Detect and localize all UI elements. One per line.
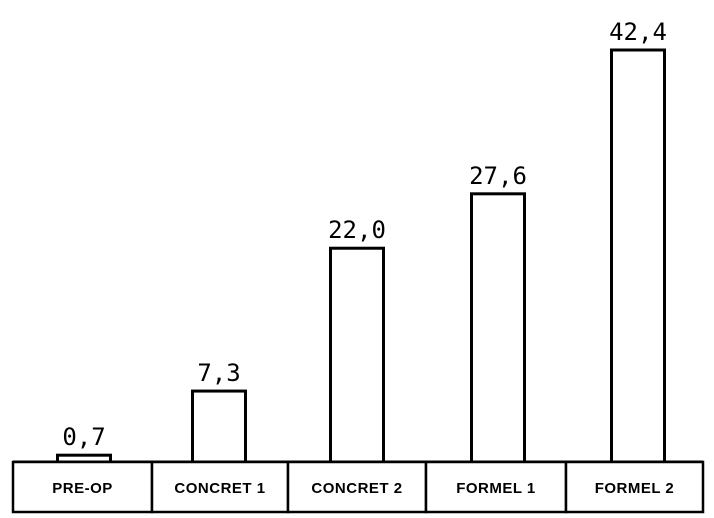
category-label-5: FORMEL 2 — [595, 480, 675, 497]
category-box-4 — [424, 460, 568, 514]
category-label-4: FORMEL 1 — [456, 480, 536, 497]
bars-group — [56, 48, 666, 464]
category-label-2: CONCRET 1 — [174, 480, 265, 497]
value-labels-group: 0,7 7,3 22,0 27,6 42,4 — [62, 18, 667, 451]
value-label-4: 27,6 — [469, 162, 527, 190]
category-label-3: CONCRET 2 — [311, 480, 402, 497]
category-labels-group: PRE-OP CONCRET 1 CONCRET 2 FORMEL 1 FORMEL 2 — [52, 480, 674, 497]
value-label-3: 22,0 — [328, 216, 386, 244]
category-box-3 — [286, 460, 428, 514]
value-label-2: 7,3 — [197, 359, 240, 387]
value-label-1: 0,7 — [62, 423, 105, 451]
value-label-5: 42,4 — [609, 18, 667, 46]
category-box-2 — [150, 460, 290, 514]
category-boxes-group — [11, 460, 705, 514]
bar-5 — [610, 48, 666, 464]
category-box-5 — [564, 460, 705, 514]
bar-4 — [470, 192, 526, 464]
bar-3 — [329, 246, 385, 464]
bar-2 — [191, 389, 247, 464]
category-box-1 — [11, 460, 154, 514]
category-label-1: PRE-OP — [52, 480, 113, 497]
